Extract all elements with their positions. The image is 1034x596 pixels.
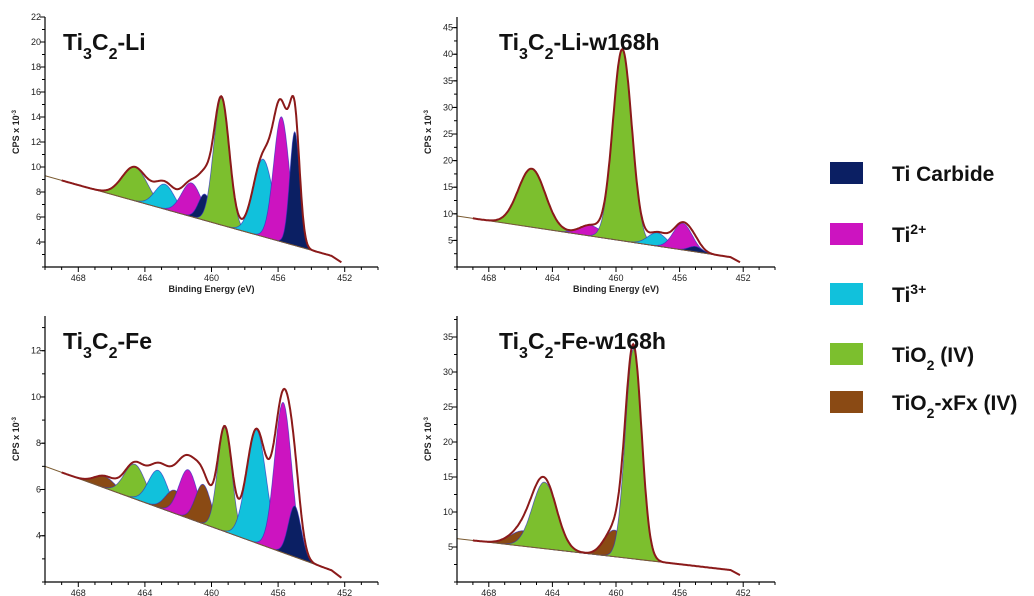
xps-panel-ti3c2-fe: 4684644604564524681012Binding Energy (eV… — [11, 316, 379, 596]
y-tick-label: 15 — [443, 472, 453, 482]
y-tick-label: 30 — [443, 367, 453, 377]
plot-area — [457, 48, 741, 264]
y-tick-label: 10 — [443, 507, 453, 517]
y-tick-label: 18 — [31, 62, 41, 72]
legend-label: Ti2+ — [892, 221, 926, 247]
y-tick-label: 6 — [36, 484, 41, 494]
y-axis-label: CPS x 10-3 — [11, 416, 21, 461]
peak-ti2-6 — [233, 116, 329, 256]
x-tick-label: 452 — [337, 588, 352, 596]
xps-panel-ti3c2-li-w168h: 468 464 460 456 452 5 10 15 20 25 30 35 40 45 Binding … — [423, 17, 776, 294]
background-line — [457, 215, 731, 258]
x-tick-label: 464 — [545, 588, 560, 596]
plot-area — [457, 342, 741, 576]
legend-item-ti2: Ti2+ — [830, 221, 926, 247]
y-tick-label: 22 — [31, 12, 41, 22]
legend-label: Ti3+ — [892, 281, 926, 307]
peak-tio2-3 — [584, 348, 683, 565]
legend-label: TiO2 (IV) — [892, 344, 974, 373]
y-tick-label: 15 — [443, 182, 453, 192]
x-tick-label: 460 — [204, 588, 219, 596]
panel-title: Ti3C2-Fe-w168h — [499, 328, 666, 362]
y-tick-label: 10 — [443, 209, 453, 219]
panel-title: Ti3C2-Li — [63, 29, 146, 63]
x-tick-label: 456 — [672, 273, 687, 283]
x-tick-label: 468 — [71, 588, 86, 596]
y-tick-label: 14 — [31, 112, 41, 122]
peak-tio2-1 — [472, 481, 619, 558]
y-tick-label: 8 — [36, 438, 41, 448]
y-tick-label: 12 — [31, 346, 41, 356]
legend-swatch — [830, 391, 863, 413]
legend-swatch — [830, 343, 863, 365]
y-tick-label: 10 — [31, 392, 41, 402]
y-tick-label: 35 — [443, 76, 453, 86]
y-tick-label: 30 — [443, 102, 453, 112]
peak-tio2-2 — [564, 48, 680, 250]
legend-swatch — [830, 162, 863, 184]
y-axis-label: CPS x 10-3 — [423, 109, 433, 154]
envelope-curve — [472, 48, 741, 264]
x-tick-label: 456 — [271, 273, 286, 283]
legend-label: Ti Carbide — [892, 163, 994, 186]
y-tick-label: 4 — [36, 237, 41, 247]
y-axis-label: CPS x 10-3 — [11, 109, 21, 154]
x-tick-label: 468 — [481, 273, 496, 283]
x-tick-label: 468 — [71, 273, 86, 283]
x-tick-label: 464 — [545, 273, 560, 283]
panel-title: Ti3C2-Fe — [63, 328, 152, 362]
y-tick-label: 10 — [31, 162, 41, 172]
x-axis-label: Binding Energy (eV) — [168, 284, 254, 294]
background-line — [45, 465, 332, 571]
legend-swatch — [830, 283, 863, 305]
x-tick-label: 460 — [608, 273, 623, 283]
x-tick-label: 452 — [736, 588, 751, 596]
legend: Ti Carbide Ti2+ Ti3+ TiO2 (IV) TiO2-xFx (IV) — [830, 162, 1017, 421]
x-tick-label: 452 — [736, 273, 751, 283]
xps-panel-ti3c2-fe-w168h: 4684644604564525101520253035Binding Ener… — [423, 316, 776, 596]
x-tick-label: 468 — [481, 588, 496, 596]
y-tick-label: 40 — [443, 49, 453, 59]
y-tick-label: 25 — [443, 402, 453, 412]
x-tick-label: 464 — [137, 588, 152, 596]
y-tick-label: 16 — [31, 87, 41, 97]
xps-panel-ti3c2-li: 468 464 460 456 45246810121416182022Binding … — [11, 12, 379, 294]
y-tick-label: 8 — [36, 187, 41, 197]
y-axis-label: CPS x 10-3 — [423, 416, 433, 461]
legend-item-tio2: TiO2 (IV) — [830, 343, 974, 373]
x-tick-label: 460 — [204, 273, 219, 283]
y-tick-label: 20 — [443, 156, 453, 166]
plot-area — [45, 94, 342, 264]
x-tick-label: 456 — [271, 588, 286, 596]
y-tick-label: 20 — [31, 37, 41, 47]
y-tick-label: 20 — [443, 437, 453, 447]
panel-title: Ti3C2-Li-w168h — [499, 29, 660, 63]
x-tick-label: 464 — [137, 273, 152, 283]
legend-swatch — [830, 223, 863, 245]
legend-label: TiO2-xFx (IV) — [892, 392, 1017, 421]
envelope-curve — [61, 94, 342, 264]
y-tick-label: 12 — [31, 137, 41, 147]
x-tick-label: 452 — [337, 273, 352, 283]
x-tick-label: 460 — [608, 588, 623, 596]
y-tick-label: 5 — [448, 235, 453, 245]
y-tick-label: 4 — [36, 531, 41, 541]
envelope-curve — [61, 387, 343, 579]
x-axis-label: Binding Energy (eV) — [573, 284, 659, 294]
y-tick-label: 6 — [36, 212, 41, 222]
legend-item-tiof: TiO2-xFx (IV) — [830, 391, 1017, 421]
legend-item-carbide: Ti Carbide — [830, 162, 994, 186]
y-tick-label: 45 — [443, 23, 453, 33]
plot-area — [45, 387, 343, 579]
envelope-curve — [472, 342, 741, 576]
y-tick-label: 25 — [443, 129, 453, 139]
y-tick-label: 5 — [448, 542, 453, 552]
legend-item-ti3: Ti3+ — [830, 281, 926, 307]
y-tick-label: 35 — [443, 332, 453, 342]
x-tick-label: 456 — [672, 588, 687, 596]
